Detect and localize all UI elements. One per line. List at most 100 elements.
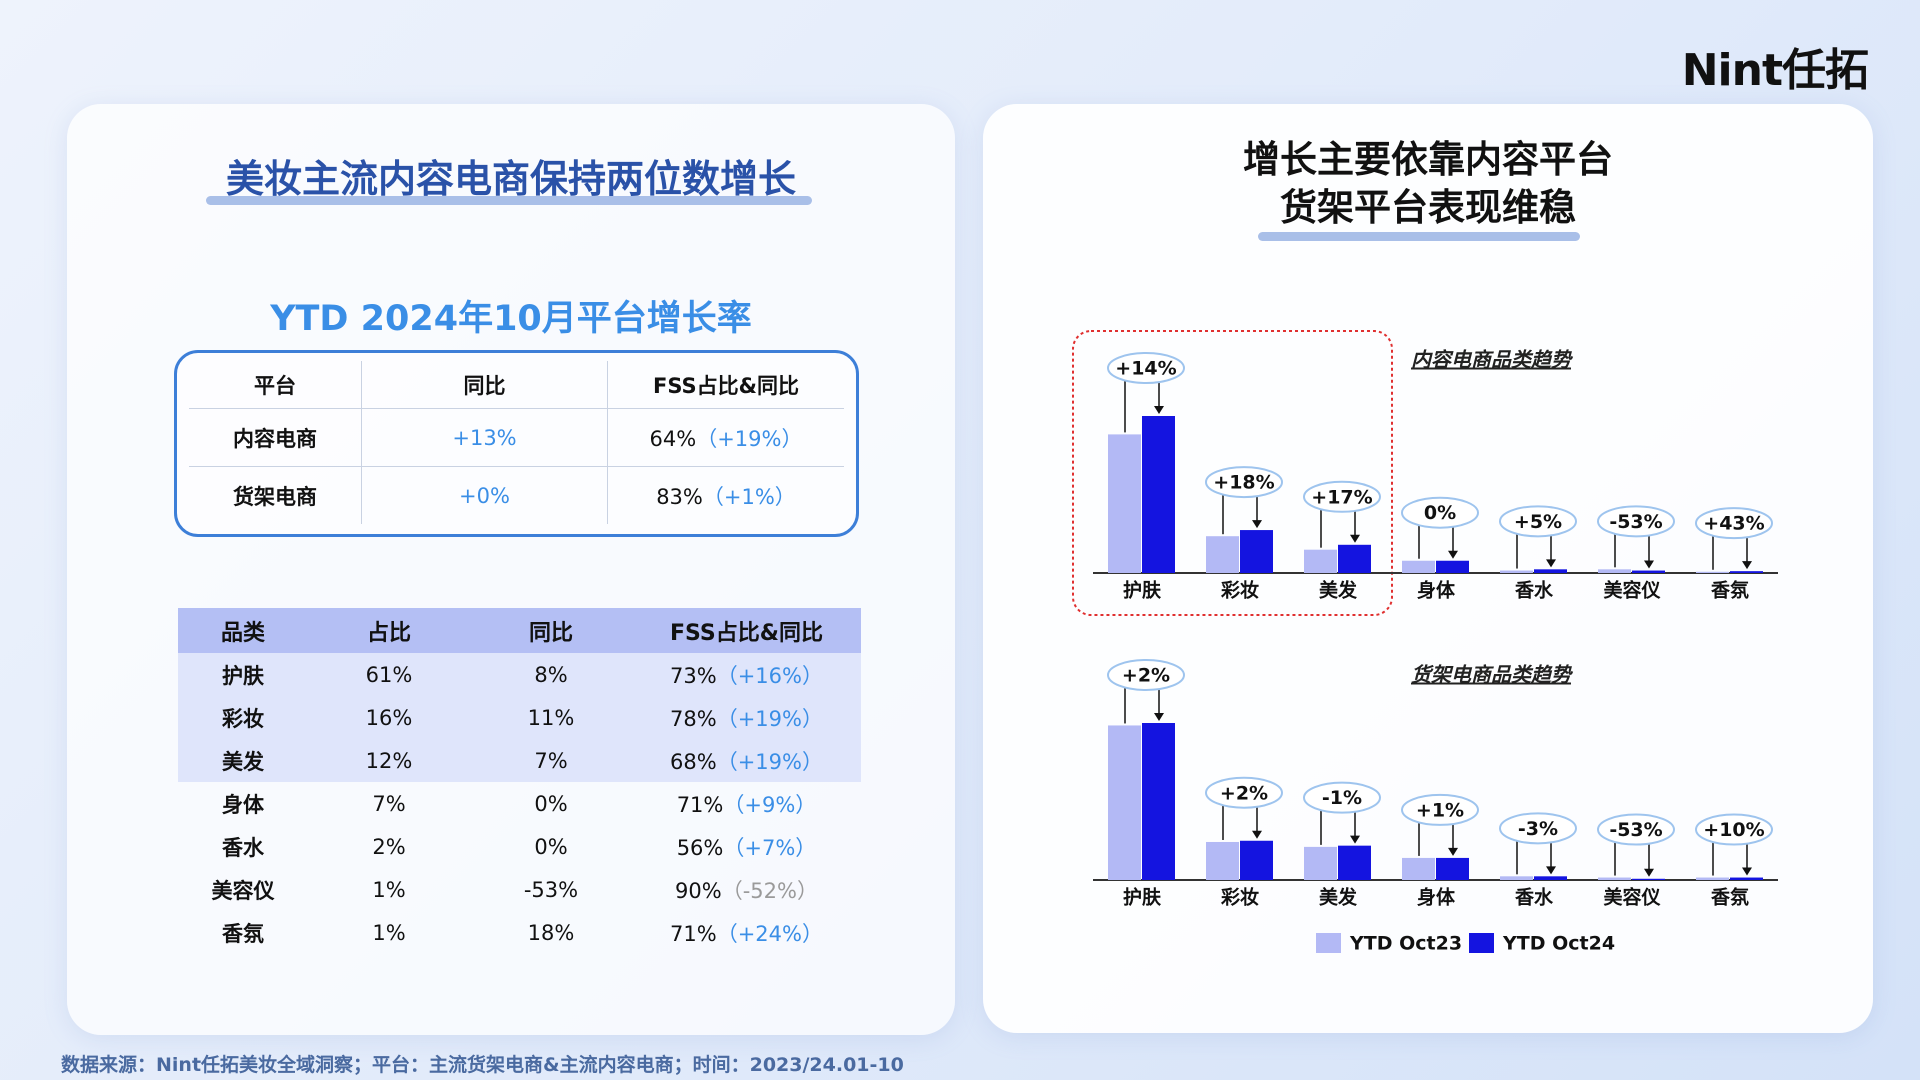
x-tick-label: 美容仪 [1603, 886, 1661, 909]
bar [1730, 571, 1763, 573]
growth-bubble [1597, 505, 1675, 538]
cell-part: 56% [676, 835, 724, 860]
bar [1500, 876, 1533, 880]
bar [1632, 878, 1665, 880]
arrow-head [1448, 847, 1458, 856]
growth-label: 0% [1424, 502, 1456, 524]
header-row: 品类 占比 同比 FSS占比&同比 [178, 608, 861, 653]
title-underline [1258, 232, 1580, 241]
arrow-head [1154, 406, 1164, 414]
logo: Nint任拓 [1681, 45, 1869, 96]
cell: 90%（-52%） [632, 868, 861, 911]
cell: 8% [470, 653, 632, 696]
cell-part: （+19%） [716, 706, 823, 731]
bar [1500, 570, 1533, 573]
cell: +0% [361, 466, 608, 524]
header-cell: 品类 [178, 608, 308, 653]
x-tick-label: 美发 [1319, 579, 1358, 602]
arrow-head [1546, 559, 1556, 568]
cell: 68%（+19%） [632, 739, 861, 782]
cell: 0% [534, 834, 568, 859]
growth-bubble [1303, 781, 1381, 814]
bar [1108, 434, 1141, 573]
arrow-head [1350, 835, 1360, 844]
platform-table: 平台 同比 FSS占比&同比 内容电商 +13% 64%（+19%） 货架电商 +0% 83%（… [189, 361, 844, 524]
growth-bubble [1597, 813, 1675, 846]
header-cell: 占比 [308, 608, 470, 653]
cell-part: 78% [670, 706, 717, 731]
arrow-head [1644, 560, 1654, 569]
table-row: 香水 2% 0% 56%（+7%） [178, 825, 861, 868]
arrow-head [1644, 868, 1654, 877]
bar [1632, 570, 1665, 573]
cell-part: 64% [649, 426, 697, 451]
cell: 11% [470, 696, 632, 739]
cell: 12% [308, 739, 470, 782]
chart-title: 货架电商品类趋势 [1411, 663, 1574, 687]
cell: 1% [372, 877, 406, 902]
legend-swatch [1316, 933, 1341, 953]
table-row: 内容电商 +13% 64%（+19%） [189, 408, 844, 467]
bar [1730, 877, 1763, 880]
left-panel [67, 104, 955, 1035]
bar [1436, 857, 1469, 880]
cell-part: （-52%） [721, 878, 818, 903]
cell-part: 71% [670, 921, 717, 946]
cell: 香氛 [222, 921, 264, 946]
x-tick-label: 香水 [1514, 580, 1554, 602]
left-title: 美妆主流内容电商保持两位数增长 [225, 157, 796, 201]
cell: 香水 [222, 835, 264, 860]
bar [1696, 877, 1729, 880]
footer: 数据来源：Nint任拓美妆全域洞察；平台：主流货架电商&主流内容电商；时间：20… [61, 1054, 904, 1076]
cell: 71%（+24%） [632, 911, 861, 954]
table-row: 身体 7% 0% 71%（+9%） [178, 782, 861, 825]
growth-bubble [1695, 507, 1773, 540]
cell: 7% [372, 791, 406, 816]
cell: 64%（+19%） [607, 408, 844, 467]
arrow-head [1742, 561, 1752, 570]
cell: 7% [470, 739, 632, 782]
growth-label: -53% [1609, 511, 1662, 533]
cell: 0% [534, 791, 568, 816]
bar [1402, 560, 1435, 573]
growth-bubble [1107, 659, 1185, 691]
cell: 18% [527, 920, 575, 945]
bar [1402, 857, 1435, 880]
legend-label: YTD Oct24 [1502, 933, 1615, 955]
header-cell: FSS占比&同比 [632, 608, 861, 653]
right-title-line: 增长主要依靠内容平台 [1243, 138, 1613, 181]
cell: 16% [308, 696, 470, 739]
growth-bubble [1695, 813, 1773, 846]
bar [1206, 841, 1239, 880]
bar [1436, 560, 1469, 573]
growth-label: +2% [1122, 665, 1170, 687]
arrow-head [1252, 520, 1262, 529]
cell-part: （+24%） [716, 921, 823, 946]
growth-label: -53% [1609, 819, 1662, 841]
arrow-head [1546, 866, 1556, 875]
growth-label: +5% [1514, 511, 1562, 533]
bar [1598, 569, 1631, 573]
arrow-head [1350, 534, 1360, 543]
cell: 83%（+1%） [607, 466, 844, 524]
platform-table-box: 平台 同比 FSS占比&同比 内容电商 +13% 64%（+19%） 货架电商 +0% 83%（… [174, 350, 859, 537]
cell-part: 73% [670, 663, 717, 688]
x-tick-label: 身体 [1417, 886, 1456, 909]
header-cell: FSS占比&同比 [607, 361, 844, 409]
cell: -53% [523, 877, 579, 902]
cell: 2% [372, 834, 406, 859]
growth-label: +1% [1416, 799, 1464, 821]
cell: 护肤 [178, 653, 308, 696]
arrow-head [1448, 550, 1458, 559]
growth-label: +43% [1703, 513, 1764, 535]
cell: +13% [361, 408, 608, 467]
table-row: 美发 12% 7% 68%（+19%） [178, 739, 861, 782]
chart-title: 内容电商品类趋势 [1411, 348, 1574, 372]
bar [1142, 723, 1175, 880]
x-tick-label: 护肤 [1123, 579, 1162, 602]
x-tick-label: 美容仪 [1603, 579, 1661, 602]
growth-label: -1% [1322, 787, 1362, 809]
table-row: 美容仪 1% -53% 90%（-52%） [178, 868, 861, 911]
